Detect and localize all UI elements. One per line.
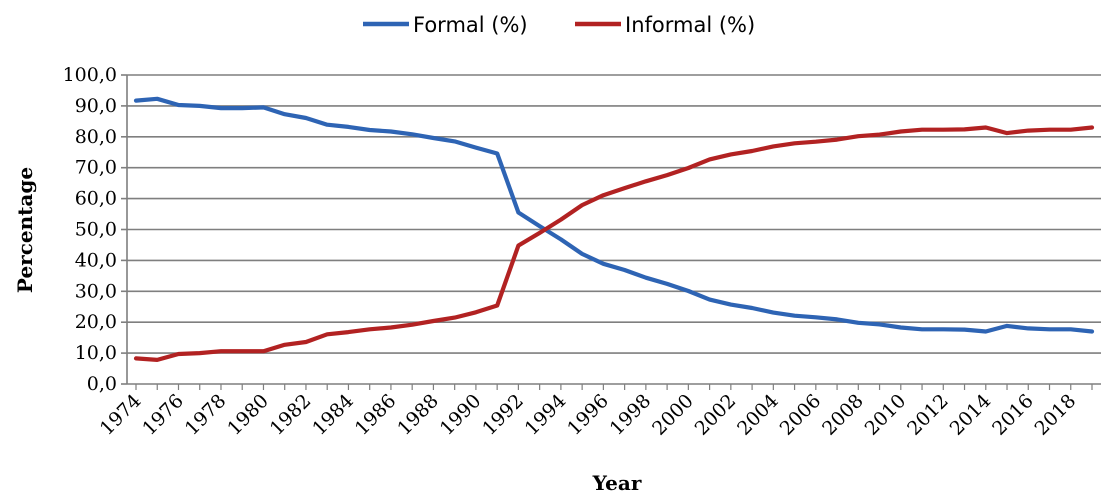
y-tick-labels: 0,0 10,0 20,0 30,0 40,0 50,0 60,0 70,0 80,0 90,0 1… xyxy=(63,64,127,395)
legend: Formal (%) Informal (%) xyxy=(363,13,755,37)
y-tick-label: 50,0 xyxy=(75,219,117,241)
legend-label-informal: Informal (%) xyxy=(625,13,755,37)
y-tick-label: 80,0 xyxy=(75,126,117,148)
legend-label-formal: Formal (%) xyxy=(413,13,528,37)
x-tick-label: 1994 xyxy=(521,390,571,440)
x-tick-label: 2006 xyxy=(776,390,826,440)
x-tick-label: 1980 xyxy=(223,390,273,440)
x-tick-label: 1982 xyxy=(266,390,316,440)
x-tick-label: 1998 xyxy=(606,390,656,440)
x-tick-label: 2014 xyxy=(946,390,996,440)
y-tick-label: 70,0 xyxy=(75,157,117,179)
x-tick-label: 2018 xyxy=(1031,390,1081,440)
series-lines xyxy=(133,96,1095,362)
series-line-informal xyxy=(133,125,1095,362)
x-tick-label: 1988 xyxy=(393,390,443,440)
y-tick-label: 90,0 xyxy=(75,95,117,117)
x-tick-label: 1974 xyxy=(96,390,146,440)
y-tick-label: 30,0 xyxy=(75,280,117,302)
gridlines xyxy=(127,74,1101,354)
series-line-formal xyxy=(133,96,1095,334)
x-tick-label: 1990 xyxy=(436,390,486,440)
y-tick-label: 10,0 xyxy=(75,342,117,364)
x-tick-label: 2000 xyxy=(648,390,698,440)
x-tick-label: 2010 xyxy=(861,390,911,440)
x-axis-title: Year xyxy=(592,471,642,495)
x-tick-label: 1996 xyxy=(563,390,613,440)
x-tick-labels: 1974197619781980198219841986198819901992… xyxy=(96,384,1093,440)
x-tick-label: 1978 xyxy=(181,390,231,440)
y-tick-label: 40,0 xyxy=(75,249,117,271)
x-tick-label: 1984 xyxy=(308,390,358,440)
y-axis-title: Percentage xyxy=(13,167,37,293)
x-tick-label: 2004 xyxy=(733,390,783,440)
x-tick-label: 1992 xyxy=(478,390,528,440)
x-tick-label: 1976 xyxy=(138,390,188,440)
x-tick-label: 1986 xyxy=(351,390,401,440)
x-tick-label: 2008 xyxy=(818,390,868,440)
x-tick-label: 2002 xyxy=(691,390,741,440)
y-tick-label: 60,0 xyxy=(75,188,117,210)
y-tick-label: 0,0 xyxy=(87,373,117,395)
x-tick-label: 2016 xyxy=(988,390,1038,440)
y-tick-label: 20,0 xyxy=(75,311,117,333)
x-tick-label: 2012 xyxy=(903,390,953,440)
y-tick-label: 100,0 xyxy=(63,64,117,86)
